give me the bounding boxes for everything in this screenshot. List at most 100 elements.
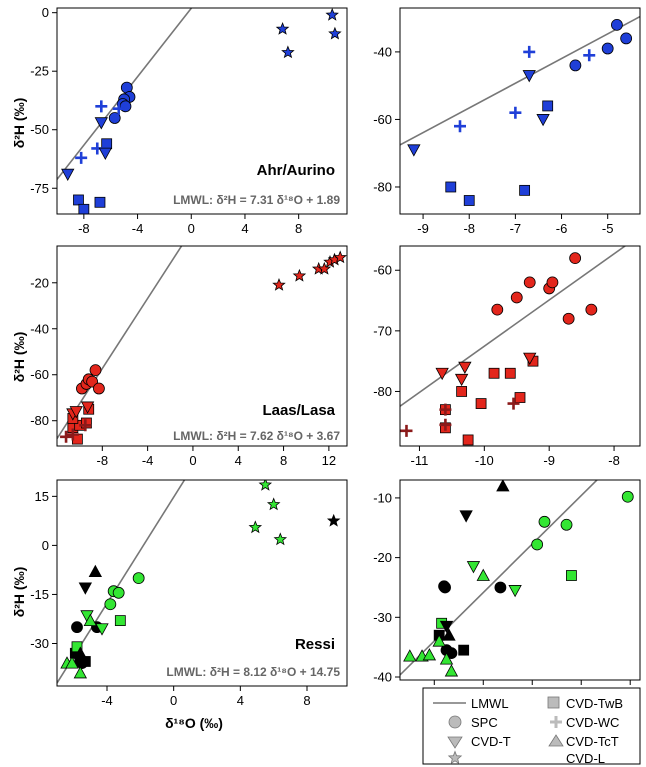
point-cvd-twb: [519, 184, 531, 196]
lmwl-equation-ressi: LMWL: δ²H = 8.12 δ¹⁸O + 14.75: [166, 665, 340, 679]
panel-3: -11 -10 -9 -8 -60 -70 -80: [373, 245, 641, 468]
point-cvd-twb: [542, 100, 554, 112]
point-cvd-wc: [439, 403, 452, 416]
point-spc: [104, 598, 117, 611]
legend: LMWL CVD-TwB SPC CVD-WC CVD-T CVD-TcT CV…: [422, 687, 641, 766]
y-tick-label: -15: [30, 587, 49, 602]
point-cvd-t: [466, 561, 481, 574]
y-tick-label: -25: [30, 64, 49, 79]
point-cvd-tct: [476, 568, 490, 581]
point-cvd-wc: [400, 424, 413, 437]
point-spc: [585, 303, 598, 316]
plot-frame: [56, 7, 348, 215]
point-spc: [119, 100, 132, 113]
point-cvd-twb: [463, 195, 475, 206]
point-spc: [112, 586, 125, 599]
plot-frame: [56, 245, 348, 447]
panel-5: -6-5-4-3-2-10-20-30-40: [373, 479, 641, 702]
legend-triangle-up-icon: [548, 734, 564, 747]
x-tick-label: -8: [608, 453, 620, 468]
point-spc: [494, 581, 507, 594]
point-spc: [523, 276, 536, 289]
x-tick-label: -4: [132, 221, 144, 236]
y-tick-label: -60: [373, 263, 392, 278]
point-cvd-l: [275, 22, 290, 35]
point-cvd-tct: [73, 646, 88, 659]
lmwl-line: [400, 15, 640, 146]
point-cvd-tct: [73, 666, 88, 679]
y-tick-label: -40: [30, 321, 49, 336]
x-tick-label: -5: [602, 221, 614, 236]
x-tick-label: -9: [543, 453, 555, 468]
point-spc: [546, 276, 559, 289]
point-cvd-t: [439, 620, 454, 634]
point-cvd-l: [292, 268, 307, 282]
x-tick-label: 8: [280, 453, 287, 468]
point-spc: [560, 518, 573, 531]
x-tick-label: 4: [241, 221, 248, 236]
plot-frame: [399, 479, 641, 681]
panel-4: -4 0 4 8 15 0 -15 -30: [30, 479, 348, 708]
point-cvd-wc: [60, 430, 73, 443]
y-tick-label: -30: [373, 610, 392, 625]
point-cvd-l: [317, 261, 332, 275]
points: [60, 480, 341, 679]
point-cvd-t: [508, 585, 522, 598]
legend-label-cvd-l: CVD-L: [566, 751, 605, 766]
point-cvd-wc: [507, 397, 520, 410]
x-tick-label: -11: [411, 453, 429, 468]
point-cvd-twb: [94, 196, 106, 208]
y-tick-label: -80: [373, 384, 392, 399]
lmwl-line: [57, 8, 193, 180]
point-cvd-l: [328, 26, 342, 40]
point-cvd-wc: [583, 49, 596, 62]
point-cvd-l: [281, 45, 295, 59]
y-tick-label: -20: [30, 275, 49, 290]
point-cvd-wc: [523, 45, 536, 58]
point-cvd-t: [435, 367, 449, 381]
point-cvd-twb: [475, 398, 487, 409]
point-cvd-t: [454, 373, 469, 387]
legend-square-icon: [547, 696, 560, 709]
panel-0: -8 -4 0 4 8 0 -25 -50 -75: [30, 5, 348, 236]
point-cvd-t: [459, 510, 473, 523]
y-tick-label: -10: [373, 490, 392, 505]
x-tick-label: 12: [322, 453, 336, 468]
x-axis-title: δ¹⁸O (‰): [165, 715, 223, 731]
y-axis-title-ressi: δ²H (‰): [11, 567, 27, 617]
x-tick-label: -4: [101, 693, 113, 708]
y-axis-title-ahr: δ²H (‰): [11, 98, 27, 148]
point-cvd-l: [326, 513, 341, 527]
point-spc: [439, 581, 451, 594]
point-cvd-tct: [88, 564, 103, 577]
point-cvd-tct: [432, 634, 446, 647]
point-cvd-twb: [514, 392, 526, 403]
point-cvd-twb: [488, 367, 500, 379]
point-cvd-t: [94, 117, 108, 130]
y-tick-label: -30: [30, 636, 49, 651]
legend-star-icon: [447, 750, 463, 765]
site-label-ahr: Ahr/Aurino: [257, 162, 335, 179]
point-cvd-t: [80, 401, 95, 414]
x-tick-label: -8: [78, 221, 90, 236]
lmwl-line: [400, 246, 627, 407]
x-tick-label: 0: [170, 693, 177, 708]
point-spc: [562, 312, 575, 325]
panel-1: -9 -8 -7 -6 -5 -40 -60 -80: [373, 7, 641, 236]
point-spc: [71, 621, 83, 634]
point-spc: [491, 303, 504, 316]
point-cvd-wc: [509, 106, 522, 119]
point-cvd-twb: [78, 203, 90, 214]
point-cvd-t: [98, 147, 113, 160]
point-cvd-l: [258, 480, 273, 491]
x-tick-label: -10: [475, 453, 494, 468]
point-cvd-twb: [71, 641, 83, 653]
point-cvd-l: [266, 497, 281, 511]
point-cvd-t: [61, 168, 75, 182]
point-cvd-twb: [504, 367, 516, 379]
point-spc: [569, 252, 582, 265]
point-cvd-t: [523, 352, 537, 365]
point-spc: [93, 382, 105, 395]
point-cvd-l: [273, 532, 288, 546]
